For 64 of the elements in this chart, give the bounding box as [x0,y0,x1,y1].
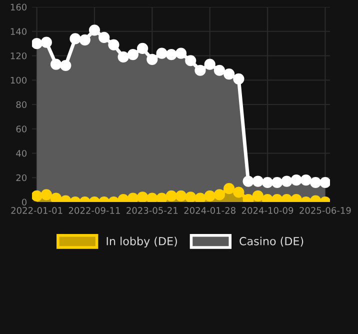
point [166,190,177,202]
y-tick-label: 80 [16,101,27,108]
y-tick-label: 160 [10,4,27,11]
point [40,189,52,200]
x-tick-label: 2022-01-01 [11,207,62,214]
x-tick-label: 2025-06-19 [300,207,351,214]
point [262,176,274,188]
point [204,58,216,70]
point [300,174,312,186]
y-tick-label: 0 [22,198,27,206]
point [185,55,196,66]
point [175,48,187,59]
point [214,189,226,200]
point [310,176,322,188]
x-tick-label: 2022-09-11 [68,207,120,214]
point [79,34,90,46]
point [127,48,138,60]
point [204,190,216,202]
point [224,183,235,194]
point [136,192,148,202]
point [290,174,302,186]
point [70,33,81,44]
point [185,192,196,202]
point [194,192,206,202]
point [40,36,52,48]
point [175,190,187,202]
point [32,190,42,202]
point [166,48,177,60]
point [233,186,244,198]
point [118,51,129,63]
point [320,176,330,188]
point [146,192,158,202]
point [242,176,254,187]
point [281,176,292,187]
y-tick-label: 140 [10,28,27,35]
point [214,64,226,76]
point [98,32,110,44]
point [233,73,244,84]
point [252,176,264,187]
x-tick-label: 2024-01-28 [184,207,236,214]
point [156,48,168,59]
point [88,24,100,36]
y-tick-label: 40 [16,150,27,157]
legend-label: Casino (DE) [240,236,304,247]
point [194,64,206,76]
point [224,68,235,80]
y-tick-label: 20 [16,174,27,182]
y-tick-label: 60 [16,126,27,132]
y-tick-label: 120 [10,52,27,60]
x-tick-label: 2024-10-09 [242,207,294,214]
point [50,192,62,202]
legend-label: In lobby (DE) [106,236,177,248]
y-tick-label: 100 [10,76,27,84]
point [272,176,283,188]
point [136,42,148,54]
point [60,60,72,72]
point [146,54,158,65]
point [156,192,168,202]
point [108,39,120,50]
point [252,190,264,202]
point [50,58,62,70]
point [127,192,138,202]
point [32,38,42,50]
x-tick-label: 2023-05-21 [126,207,178,214]
